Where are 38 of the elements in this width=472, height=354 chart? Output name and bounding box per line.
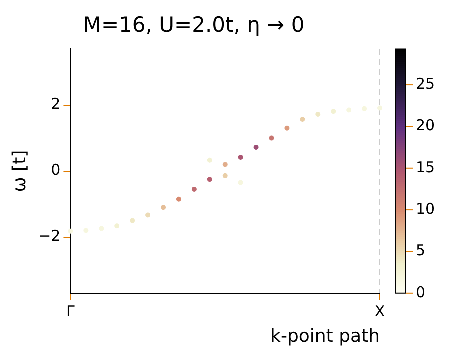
- point: [207, 158, 212, 163]
- point: [238, 180, 244, 186]
- color-bar-label: 15: [416, 158, 436, 176]
- x-tick-label: X: [374, 302, 386, 320]
- point: [284, 126, 290, 131]
- point: [146, 212, 151, 218]
- point: [84, 228, 89, 234]
- y-axis-title: ω [t]: [9, 150, 30, 192]
- point: [254, 145, 259, 150]
- color-bar-label: 0: [416, 283, 426, 302]
- color-bar-label: 5: [416, 242, 426, 260]
- point: [176, 196, 182, 202]
- point: [316, 112, 321, 118]
- point: [269, 136, 274, 141]
- point: [114, 224, 120, 229]
- point: [238, 154, 244, 160]
- point: [207, 177, 212, 182]
- color-bar-label: 20: [416, 116, 436, 135]
- color-bar-label: 10: [416, 200, 436, 218]
- y-tick-label: 0: [51, 161, 61, 180]
- y-tick-label: −2: [38, 227, 61, 246]
- point: [331, 109, 336, 114]
- color-bar-label: 25: [416, 74, 436, 93]
- point: [192, 186, 197, 192]
- chart-title: M=16, U=2.0t, η → 0: [83, 13, 305, 38]
- point: [222, 173, 228, 178]
- point: [300, 116, 306, 122]
- x-axis-title: k-point path: [270, 326, 380, 347]
- point: [99, 226, 104, 232]
- y-tick-label: 2: [51, 95, 61, 114]
- point: [130, 218, 136, 224]
- point: [378, 106, 382, 111]
- x-tick-label: Γ: [66, 302, 76, 320]
- point: [362, 106, 368, 112]
- point: [346, 108, 352, 113]
- point: [161, 205, 166, 210]
- point: [222, 162, 228, 168]
- point: [68, 228, 74, 234]
